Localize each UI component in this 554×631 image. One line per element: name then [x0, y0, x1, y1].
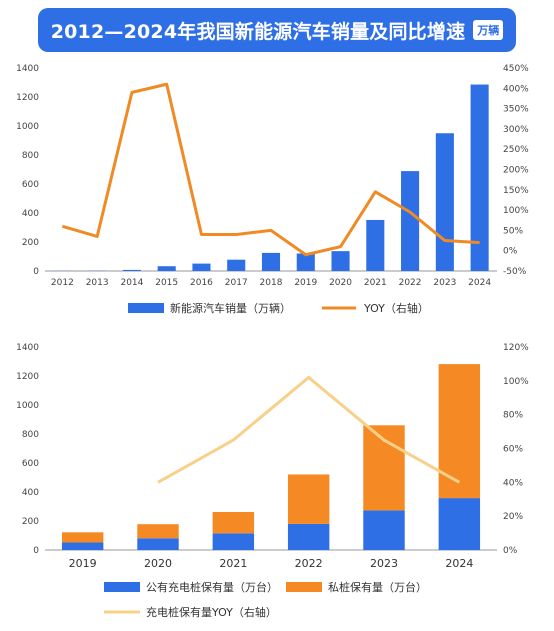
page-title: 2012—2024年我国新能源汽车销量及同比增速 — [50, 20, 466, 43]
right-tick-label: 120% — [503, 343, 529, 353]
x-tick-label: 2013 — [86, 278, 109, 288]
bar-public-chargers — [137, 538, 179, 550]
bar-public-chargers — [363, 510, 405, 550]
left-tick-label: 400 — [22, 209, 39, 219]
x-tick-label: 2022 — [295, 557, 323, 570]
x-tick-label: 2019 — [69, 557, 97, 570]
right-tick-label: 100% — [503, 377, 529, 387]
right-tick-label: 350% — [503, 105, 529, 115]
x-tick-label: 2024 — [445, 557, 473, 570]
bar-private-chargers — [137, 524, 179, 539]
legend-swatch-private — [286, 582, 322, 592]
right-tick-label: 450% — [503, 64, 529, 74]
right-tick-label: 40% — [503, 478, 523, 488]
left-tick-label: 1000 — [16, 122, 39, 132]
right-tick-label: 300% — [503, 125, 529, 135]
bar-sales — [227, 259, 246, 271]
bar-public-chargers — [61, 542, 104, 550]
legend-swatch-sales — [128, 303, 164, 313]
right-tick-label: 100% — [503, 206, 529, 216]
bar-private-chargers — [287, 474, 330, 524]
bar-public-chargers — [287, 523, 330, 550]
bar-sales — [192, 263, 211, 271]
bar-sales — [401, 171, 420, 271]
x-tick-label: 2019 — [294, 278, 317, 288]
bar-private-chargers — [61, 532, 104, 543]
line-charger-yoy — [157, 375, 461, 484]
bar-public-chargers — [212, 533, 255, 550]
legend-label-sales: 新能源汽车销量（万辆） — [170, 301, 291, 315]
x-tick-label: 2024 — [468, 278, 491, 288]
x-tick-label: 2017 — [225, 278, 248, 288]
left-tick-label: 1200 — [16, 93, 39, 103]
x-tick-label: 2018 — [260, 278, 283, 288]
x-tick-label: 2014 — [120, 278, 143, 288]
right-tick-label: 60% — [503, 445, 523, 455]
left-tick-label: 200 — [22, 238, 39, 248]
right-tick-label: 0% — [503, 247, 518, 257]
bar-sales — [435, 133, 454, 271]
right-tick-label: 20% — [503, 512, 523, 522]
legend-label-private: 私桩保有量（万台） — [328, 580, 427, 594]
right-tick-label: 80% — [503, 411, 523, 421]
left-tick-label: 800 — [22, 151, 39, 161]
legend-label-charger-yoy: 充电桩保有量YOY（右轴） — [146, 605, 277, 619]
right-tick-label: -50% — [503, 267, 527, 277]
title-banner: 2012—2024年我国新能源汽车销量及同比增速 万辆 — [38, 8, 516, 52]
x-tick-label: 2021 — [364, 278, 387, 288]
right-tick-label: 0% — [503, 546, 518, 556]
x-tick-label: 2020 — [329, 278, 352, 288]
bar-sales — [157, 266, 176, 271]
left-tick-label: 1400 — [16, 343, 39, 353]
left-tick-label: 400 — [22, 488, 39, 498]
bar-private-chargers — [212, 512, 255, 534]
right-tick-label: 400% — [503, 84, 529, 94]
x-tick-label: 2012 — [51, 278, 74, 288]
legend-label-public: 公有充电桩保有量（万台） — [146, 580, 278, 594]
bar-sales — [366, 219, 385, 271]
unit-badge: 万辆 — [473, 20, 504, 40]
left-tick-label: 0 — [33, 267, 39, 277]
left-tick-label: 0 — [33, 546, 39, 556]
bar-sales — [296, 253, 315, 271]
bar-sales — [261, 252, 281, 271]
x-tick-label: 2020 — [144, 557, 172, 570]
x-tick-label: 2015 — [155, 278, 178, 288]
legend-label-yoy: YOY（右轴） — [363, 301, 429, 315]
left-tick-label: 1400 — [16, 64, 39, 74]
bar-private-chargers — [363, 425, 405, 511]
left-tick-label: 600 — [22, 459, 39, 469]
left-tick-label: 200 — [22, 517, 39, 527]
left-tick-label: 1200 — [16, 372, 39, 382]
right-tick-label: 150% — [503, 186, 529, 196]
x-tick-label: 2016 — [190, 278, 213, 288]
legend-swatch-public — [104, 582, 140, 592]
left-tick-label: 1000 — [16, 401, 39, 411]
right-tick-label: 50% — [503, 226, 523, 236]
x-tick-label: 2023 — [370, 557, 398, 570]
x-tick-label: 2022 — [399, 278, 422, 288]
bar-sales — [122, 269, 141, 271]
bar-sales — [331, 251, 350, 271]
right-tick-label: 200% — [503, 166, 529, 176]
left-tick-label: 600 — [22, 180, 39, 190]
x-tick-label: 2021 — [219, 557, 247, 570]
bar-public-chargers — [438, 498, 481, 550]
bar-sales — [470, 84, 489, 271]
x-tick-label: 2023 — [433, 278, 456, 288]
bar-private-chargers — [438, 364, 481, 499]
left-tick-label: 800 — [22, 430, 39, 440]
right-tick-label: 250% — [503, 145, 529, 155]
